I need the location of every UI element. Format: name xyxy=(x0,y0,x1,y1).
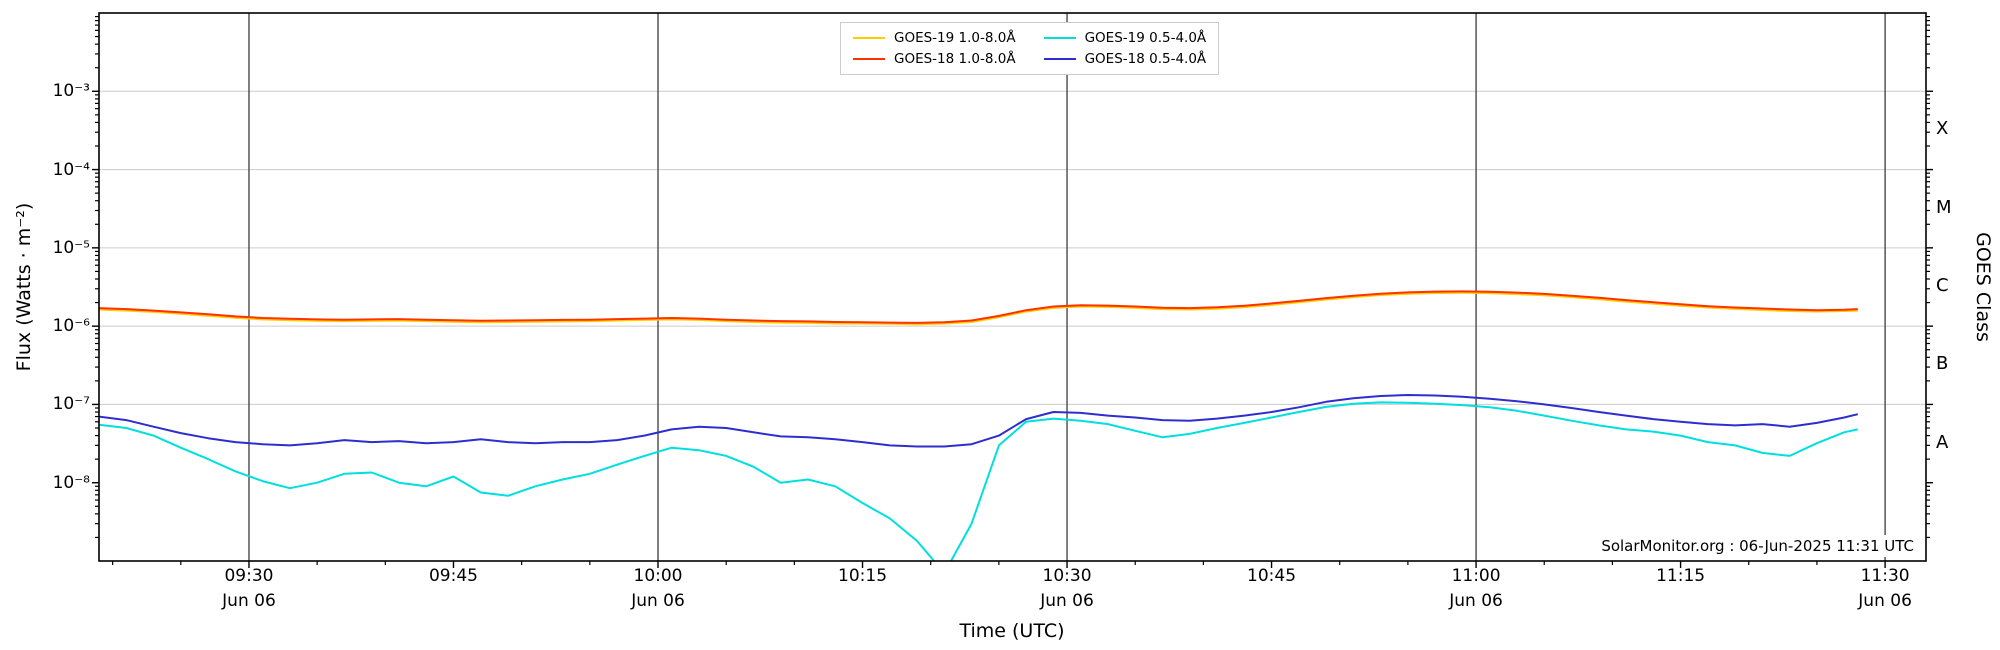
x-tick-label: 10:00 xyxy=(633,566,683,586)
legend-entry-label: GOES-18 1.0-8.0Å xyxy=(894,51,1016,67)
legend-entry-label: GOES-19 0.5-4.0Å xyxy=(1084,30,1207,46)
x-tick-label: 09:45 xyxy=(428,566,478,586)
x-tick-label: 10:15 xyxy=(838,566,888,586)
x-tick-date-label: Jun 06 xyxy=(1858,591,1912,611)
legend: GOES-19 1.0-8.0Å GOES-18 1.0-8.0Å GOES-19 … xyxy=(840,22,1220,75)
x-tick-date-label: Jun 06 xyxy=(1040,591,1094,611)
plot-border xyxy=(98,12,1927,562)
legend-entry: GOES-19 0.5-4.0Å xyxy=(1043,30,1207,46)
legend-line-swatch xyxy=(853,37,885,39)
y-tick-label: 10⁻⁵ xyxy=(52,237,90,258)
series-group xyxy=(99,290,1859,561)
x-tick-date-label: Jun 06 xyxy=(222,591,276,611)
goes-class-label-c: C xyxy=(1936,275,1949,296)
legend-entry-label: GOES-19 1.0-8.0Å xyxy=(894,30,1016,46)
legend-line-swatch xyxy=(1043,37,1076,39)
legend-line-swatch xyxy=(1043,58,1076,60)
series-line-goes-18-1-0-8-0- xyxy=(99,290,1858,324)
legend-line-swatch xyxy=(853,58,885,60)
legend-entry-label: GOES-18 0.5-4.0Å xyxy=(1084,51,1207,67)
x-tick-date-label: Jun 06 xyxy=(1449,591,1503,611)
goes-class-label-m: M xyxy=(1936,196,1952,218)
series-line-goes-19-1-0-8-0- xyxy=(99,291,1858,326)
y-tick-label: 10⁻⁷ xyxy=(52,394,90,415)
x-tick-label: 10:30 xyxy=(1042,566,1092,586)
right-axis-title: GOES Class xyxy=(1972,232,1994,342)
x-tick-label: 11:00 xyxy=(1451,566,1501,586)
watermark-text: SolarMonitor.org : 06-Jun-2025 11:31 UTC xyxy=(1595,535,1920,557)
x-tick-label: 11:15 xyxy=(1656,566,1706,586)
x-tick-label: 09:30 xyxy=(224,566,274,586)
legend-entry: GOES-18 1.0-8.0Å xyxy=(853,51,1016,67)
x-axis-title: Time (UTC) xyxy=(959,620,1065,642)
goes-class-label-b: B xyxy=(1936,353,1949,375)
y-axis-title: Flux (Watts · m⁻²) xyxy=(13,202,35,372)
series-line-goes-19-0-5-4-0- xyxy=(99,401,1859,561)
y-tick-label: 10⁻⁴ xyxy=(52,159,90,180)
y-tick-label: 10⁻⁶ xyxy=(52,316,90,337)
series-line-goes-18-0-5-4-0- xyxy=(99,394,1859,448)
x-tick-date-label: Jun 06 xyxy=(631,591,685,611)
goes-class-label-a: A xyxy=(1936,431,1949,453)
legend-entry: GOES-18 0.5-4.0Å xyxy=(1043,51,1207,67)
x-tick-label: 11:30 xyxy=(1860,566,1910,586)
y-tick-label: 10⁻³ xyxy=(52,81,90,102)
y-tick-label: 10⁻⁸ xyxy=(52,472,90,493)
goes-class-label-x: X xyxy=(1936,118,1949,140)
x-tick-label: 10:45 xyxy=(1247,566,1297,586)
legend-entry: GOES-19 1.0-8.0Å xyxy=(853,30,1016,46)
